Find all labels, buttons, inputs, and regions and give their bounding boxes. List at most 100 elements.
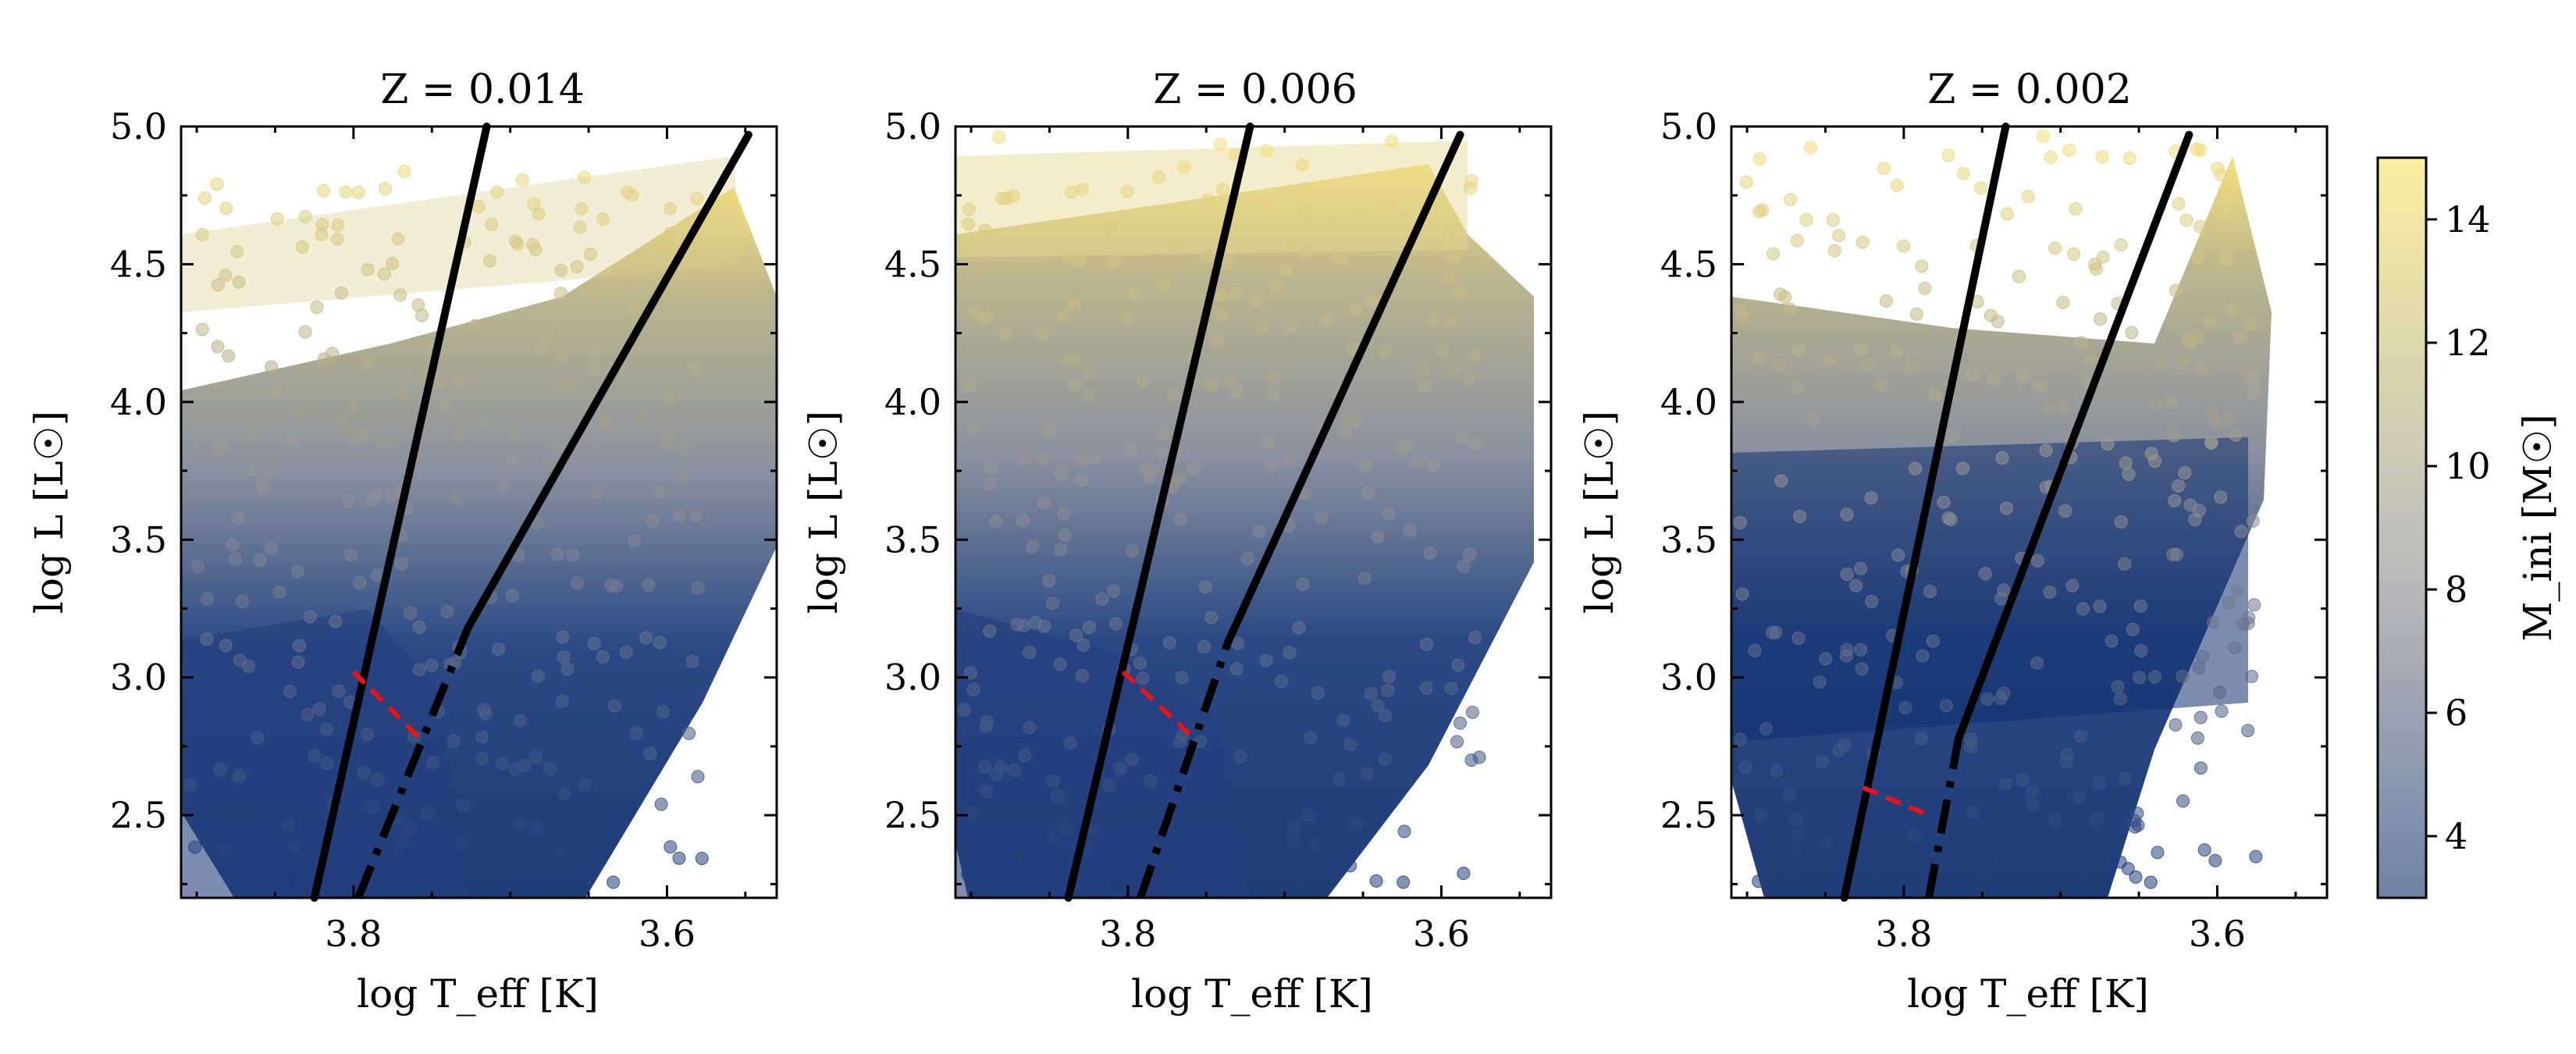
scatter-point [2211,162,2225,176]
scatter-point [1739,175,1753,189]
scatter-point [2119,456,2133,470]
scatter-point [983,624,997,638]
scatter-point [1783,788,1797,802]
scatter-point [543,761,557,775]
scatter-point [1994,852,2008,866]
scatter-point [1268,280,1283,294]
scatter-point [1296,577,1310,591]
scatter-point [440,604,454,618]
scatter-point [2036,129,2050,143]
scatter-point [303,610,317,624]
scatter-point [1361,486,1375,500]
scatter-point [561,859,575,873]
scatter-point [1299,205,1313,219]
scatter-point [2192,661,2206,675]
scatter-point [984,476,998,490]
scatter-point [1006,189,1020,203]
scatter-point [1204,611,1219,625]
scatter-point [964,379,978,393]
red-dashed-line [1862,785,1930,817]
scatter-point [978,223,992,237]
scatter-point [1136,671,1150,685]
scatter-point [1215,288,1229,302]
y-tick-label: 4.5 [1660,243,1717,285]
scatter-point [1918,281,1932,295]
scatter-point [1914,732,1928,746]
scatter-point [330,232,344,246]
scatter-point [1233,750,1247,764]
x-tick-labels: 3.8 3.6 [1099,913,1470,955]
scatter-point [1759,722,1773,736]
scatter-point [2175,356,2189,370]
scatter-point [312,702,326,716]
scatter-lowmass-region [181,609,468,898]
scatter-point [542,456,556,470]
blue-edge-line [1064,123,1254,902]
scatter-point [1733,732,1747,746]
scatter-point [2131,818,2145,832]
colorbar-tick-labels: 4 6 8 10 12 14 [2445,198,2491,857]
panel-title: Z = 0.006 [1153,66,1357,113]
scatter-point [674,469,688,483]
scatter-point [554,263,568,277]
scatter-point [2214,490,2228,504]
scatter-point [2179,213,2194,227]
scatter-point [607,699,621,713]
scatter-point [250,731,264,745]
scatter-point [479,707,493,721]
scatter-point [1267,370,1281,384]
scatter-point [2012,269,2026,283]
scatter-point [549,440,563,454]
red-edge-dashdot-line [1925,737,1963,899]
scatter-point [1463,547,1477,561]
scatter-point [530,821,544,835]
scatter-point [2247,386,2261,400]
scatter-point [1320,313,1334,327]
scatter-point [371,772,385,786]
scatter-point [1285,236,1299,250]
scatter-point [1017,749,1031,763]
blue-edge-line [310,123,491,902]
scatter-point [555,843,569,857]
scatter-point [1418,379,1432,393]
scatter-point [1907,827,1921,841]
scatter-point [2144,875,2158,889]
scatter-point [2176,794,2190,808]
scatter-point [1169,238,1183,252]
scatter-point [628,534,642,548]
scatter-point [556,694,570,708]
scatter-cloud [181,156,777,898]
scatter-point [1026,539,1040,554]
scatter-point [591,485,605,499]
scatter-point [298,325,312,339]
scatter-point [534,341,548,355]
scatter-point [326,347,340,361]
scatter-point [1082,621,1096,635]
scatter-point [485,217,499,231]
scatter-point [583,247,597,262]
colorbar-ticks [2426,218,2437,838]
scatter-point [1288,819,1302,833]
scatter-point [2065,579,2080,593]
scatter-point [575,201,589,215]
scatter-point [687,362,701,376]
scatter-point [2074,336,2088,350]
scatter-point [1987,372,2001,386]
scatter-point [379,182,393,196]
scatter-point [1336,713,1350,727]
scatter-point [1382,670,1397,684]
scatter-point [219,639,233,653]
scatter-point [447,734,461,748]
scatter-point [678,442,692,456]
scatter-point [514,817,528,831]
scatter-point [2089,262,2103,276]
scatter-point [2122,151,2137,166]
panel-z-0014: Z = 0.014 2.5 3.0 3.5 4.0 4.5 5.0 3.8 3.… [27,66,778,1017]
scatter-point [1874,378,1888,392]
scatter-point [1995,450,2009,465]
scatter-point [2203,315,2217,329]
scatter-point [494,867,508,881]
scatter-point [542,860,556,874]
scatter-point [327,847,341,861]
